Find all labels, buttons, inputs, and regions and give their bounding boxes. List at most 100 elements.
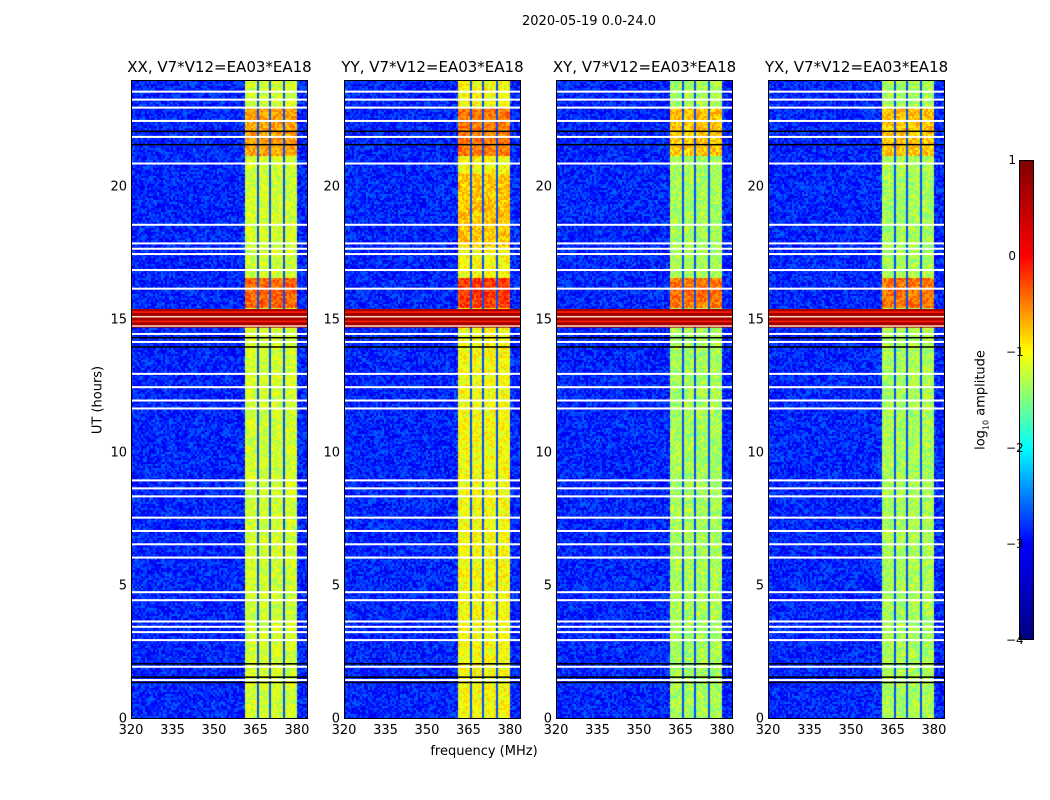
y-tick-label: 0 — [331, 711, 340, 727]
flagged-row — [344, 543, 521, 546]
colorbar-tick-label: −4 — [1006, 633, 1024, 647]
flagged-row — [768, 665, 945, 668]
flagged-row — [768, 679, 945, 682]
x-tick-label: 380 — [284, 723, 310, 738]
y-tick-label: 15 — [323, 312, 340, 328]
rfi-row-stripe — [768, 311, 945, 313]
flagged-row — [556, 529, 733, 532]
dark-row — [768, 336, 945, 339]
flagged-row — [768, 556, 945, 559]
flagged-row — [344, 631, 521, 634]
flagged-row — [131, 162, 308, 165]
dark-row — [768, 663, 945, 665]
panel-0: XX, V7*V12=EA03*EA18 0 5 10 15 20 320 335 350 365… — [110, 58, 311, 738]
x-tick-label: 380 — [921, 723, 947, 738]
flagged-row — [344, 372, 521, 375]
flagged-row — [131, 631, 308, 634]
rfi-row-stripe — [768, 315, 945, 318]
x-tick-label: 380 — [497, 723, 523, 738]
flagged-row — [131, 90, 308, 93]
flagged-row — [768, 516, 945, 519]
x-tick-label: 350 — [414, 723, 440, 738]
dark-row — [768, 676, 945, 678]
flagged-row — [344, 119, 521, 122]
flagged-row — [556, 625, 733, 628]
flagged-row — [768, 625, 945, 628]
rfi-row — [131, 308, 308, 328]
colorbar-tick-label: −3 — [1006, 537, 1024, 551]
dark-row — [131, 663, 308, 665]
flagged-row — [768, 487, 945, 490]
flagged-row — [131, 119, 308, 122]
flagged-row — [768, 162, 945, 165]
x-tick-label: 365 — [243, 723, 268, 738]
flagged-row — [556, 106, 733, 109]
flagged-row — [131, 591, 308, 594]
axes-frame — [344, 80, 521, 719]
flagged-row — [768, 269, 945, 272]
flagged-row — [131, 516, 308, 519]
axes-frame — [556, 80, 733, 719]
dark-row — [131, 681, 308, 684]
flagged-row — [344, 269, 521, 272]
flagged-row — [131, 98, 308, 101]
flagged-row — [768, 479, 945, 482]
dark-row — [344, 676, 521, 678]
rfi-row-stripe — [556, 325, 733, 327]
flagged-row — [131, 247, 308, 250]
flagged-row — [768, 495, 945, 498]
dark-row — [344, 130, 521, 133]
flagged-row — [131, 242, 308, 245]
y-tick-label: 5 — [755, 578, 764, 594]
x-tick-label: 320 — [543, 723, 569, 738]
y-tick-label: 20 — [110, 179, 127, 194]
flagged-row — [131, 135, 308, 138]
flagged-row — [768, 242, 945, 245]
flagged-row — [768, 639, 945, 642]
panel-title: XY, V7*V12=EA03*EA18 — [552, 58, 737, 76]
flagged-row — [768, 407, 945, 410]
flagged-row — [556, 372, 733, 375]
colorbar-tick-label: 1 — [1008, 153, 1016, 167]
flagged-row — [131, 529, 308, 532]
flagged-row — [131, 340, 308, 343]
flagged-row — [344, 340, 521, 343]
flagged-row — [556, 90, 733, 93]
flagged-row — [344, 599, 521, 602]
y-tick-label: 10 — [535, 445, 552, 461]
flagged-row — [131, 620, 308, 623]
rfi-row-stripe — [556, 320, 733, 323]
dark-row — [768, 143, 945, 146]
rfi-row-stripe — [131, 315, 308, 318]
flagged-row — [344, 495, 521, 498]
x-tick-label: 335 — [160, 723, 185, 738]
flagged-row — [344, 247, 521, 250]
flagged-row — [344, 253, 521, 256]
y-tick-label: 20 — [535, 179, 552, 194]
rfi-row-stripe — [344, 315, 521, 318]
dark-row — [131, 336, 308, 339]
flagged-row — [768, 591, 945, 594]
flagged-row — [768, 386, 945, 389]
flagged-row — [768, 223, 945, 226]
rfi-row-stripe — [768, 325, 945, 327]
flagged-row — [344, 399, 521, 402]
flagged-row — [768, 135, 945, 138]
axes-frame — [768, 80, 945, 719]
flagged-row — [131, 372, 308, 375]
x-tick-label: 320 — [755, 723, 781, 738]
flagged-row — [344, 135, 521, 138]
flagged-row — [556, 599, 733, 602]
dark-row — [344, 336, 521, 339]
dark-row — [131, 676, 308, 678]
x-tick-label: 320 — [331, 723, 357, 738]
x-tick-label: 335 — [585, 723, 610, 738]
flagged-row — [131, 665, 308, 668]
y-tick-label: 10 — [747, 445, 764, 461]
flagged-row — [344, 556, 521, 559]
x-tick-label: 365 — [456, 723, 481, 738]
y-tick-label: 20 — [747, 179, 764, 194]
y-tick-label: 15 — [535, 312, 552, 328]
flagged-row — [768, 119, 945, 122]
flagged-row — [344, 679, 521, 682]
